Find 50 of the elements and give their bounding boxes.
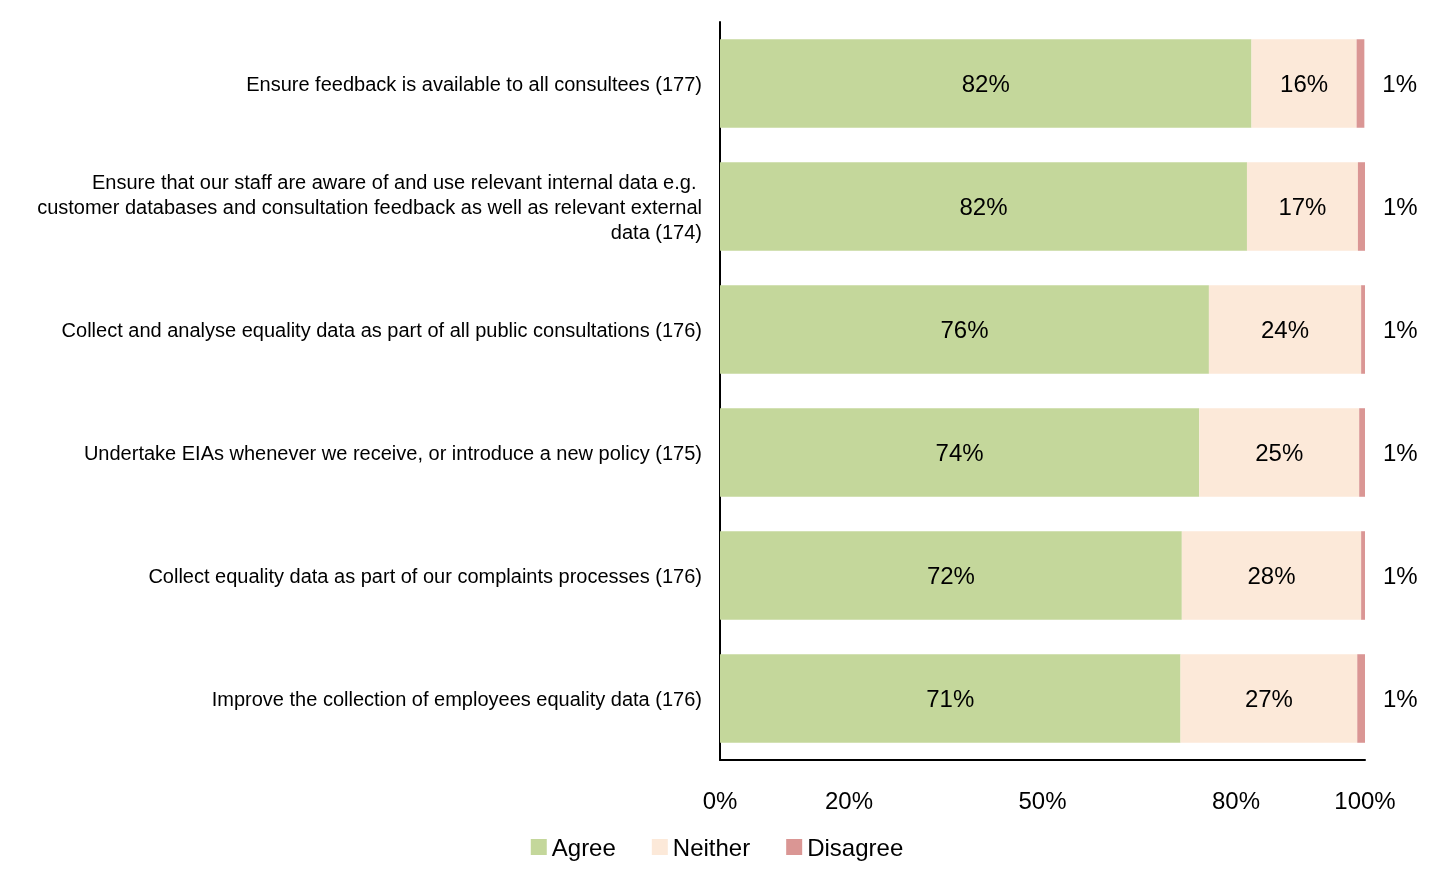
y-tick-label: Collect equality data as part of our complaints processes (176) xyxy=(148,564,702,587)
bar xyxy=(1361,531,1365,620)
bar xyxy=(720,162,1247,251)
y-tick-label: Collect and analyse equality data as part of all public consultations (176) xyxy=(61,318,702,341)
bar xyxy=(1357,162,1365,251)
legend-label: Agree xyxy=(551,833,616,861)
data-label: 25% xyxy=(1255,439,1304,466)
bar xyxy=(1208,285,1362,374)
data-label: 28% xyxy=(1247,562,1296,589)
data-label: 1% xyxy=(1383,439,1418,466)
data-label: 82% xyxy=(959,193,1008,220)
data-label: 24% xyxy=(1261,316,1310,343)
bar xyxy=(720,285,1209,374)
x-tick-label: 0% xyxy=(702,786,738,814)
data-label: 1% xyxy=(1383,316,1418,343)
y-tick-label: Undertake EIAs whenever we receive, or introduce a new policy (175) xyxy=(83,441,702,464)
bar xyxy=(1199,408,1360,497)
bar xyxy=(1181,531,1362,620)
data-label: 74% xyxy=(935,439,984,466)
data-label: 82% xyxy=(961,70,1010,97)
bar xyxy=(720,531,1182,620)
data-label: 76% xyxy=(940,316,989,343)
bar xyxy=(720,408,1200,497)
bar xyxy=(1180,654,1358,743)
bar xyxy=(1359,408,1365,497)
legend-label: Disagree xyxy=(807,833,904,861)
x-tick-label: 100% xyxy=(1334,786,1396,814)
bar xyxy=(1356,39,1365,128)
x-tick-label: 50% xyxy=(1018,786,1067,814)
x-tick-label: 20% xyxy=(824,786,874,814)
data-label: 1% xyxy=(1382,70,1418,97)
data-label: 1% xyxy=(1383,193,1418,220)
data-label: 71% xyxy=(926,685,975,712)
bar xyxy=(1357,654,1365,743)
y-tick-label: Improve the collection of employees equality data (176) xyxy=(211,687,702,710)
data-label: 16% xyxy=(1280,70,1329,97)
y-tick-label: Ensure that our staff are aware of and use relevant internal data e.g. customer databases and consultation feedback as well as relevant external data (174) xyxy=(37,170,702,243)
data-label: 17% xyxy=(1278,193,1327,220)
x-tick-label: 80% xyxy=(1211,786,1261,814)
bar xyxy=(720,39,1252,128)
bar xyxy=(1246,162,1358,251)
bar xyxy=(720,654,1181,743)
y-tick-label: Ensure feedback is available to all consultees (177) xyxy=(246,72,702,95)
data-label: 1% xyxy=(1383,562,1418,589)
bar xyxy=(1251,39,1357,128)
legend-label: Neither xyxy=(672,833,751,861)
bar xyxy=(1361,285,1365,374)
data-label: 27% xyxy=(1244,685,1293,712)
data-label: 72% xyxy=(926,562,975,589)
data-label: 1% xyxy=(1383,685,1418,712)
